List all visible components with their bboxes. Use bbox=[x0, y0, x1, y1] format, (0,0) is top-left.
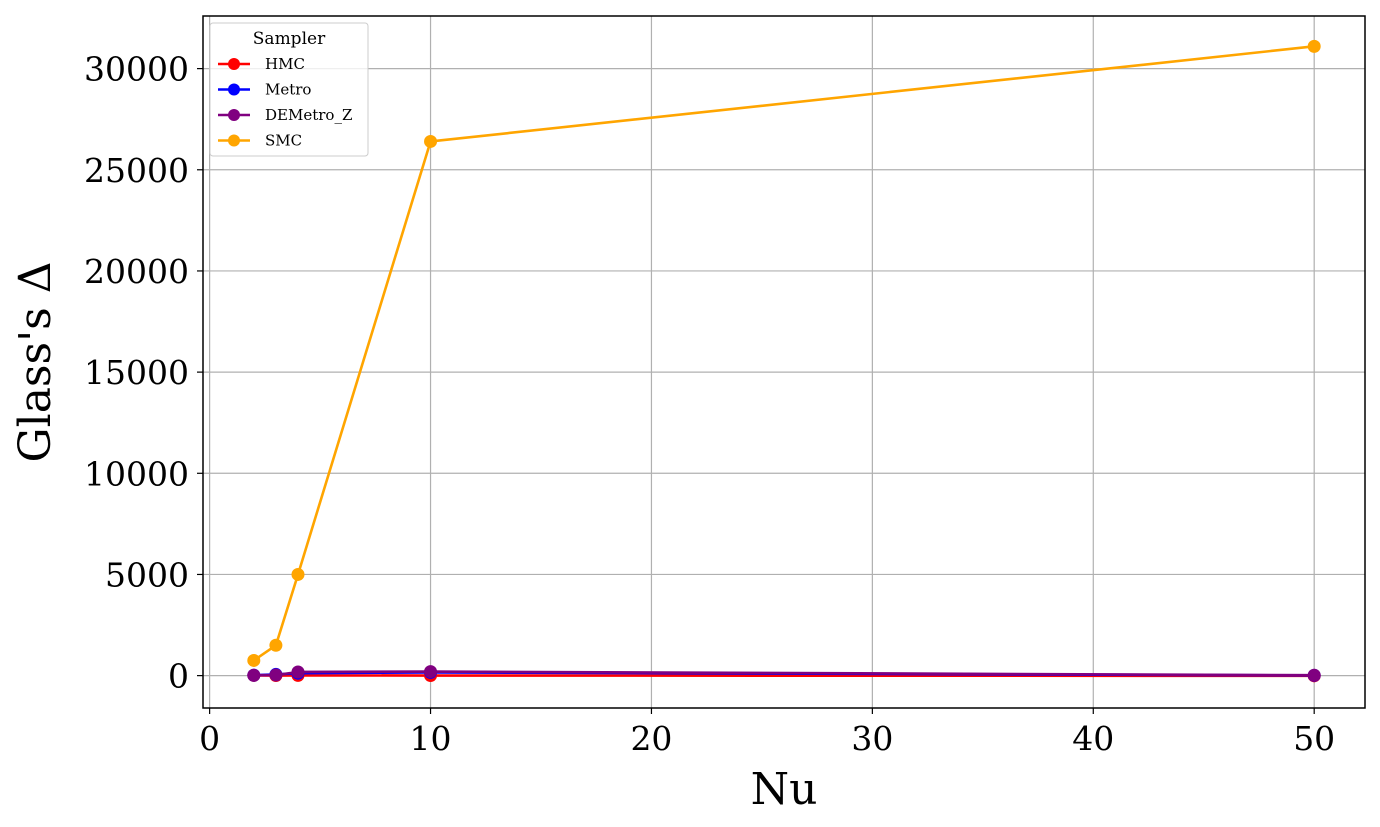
y-tick-label: 20000 bbox=[84, 252, 189, 291]
legend-items: HMC Metro DEMetro_Z SMC bbox=[218, 55, 352, 150]
data-point-demetro-z bbox=[424, 665, 438, 679]
x-tick-label: 40 bbox=[1072, 719, 1114, 758]
y-tick-label: 25000 bbox=[84, 151, 189, 190]
plot-area-frame bbox=[202, 15, 1366, 709]
grid bbox=[203, 16, 1365, 708]
x-tick-label: 10 bbox=[410, 719, 452, 758]
data-point-smc bbox=[291, 567, 305, 581]
data-point-demetro-z bbox=[1307, 668, 1321, 682]
legend-swatch-marker bbox=[228, 109, 240, 121]
data-point-smc bbox=[424, 134, 438, 148]
x-tick-label: 30 bbox=[851, 719, 893, 758]
legend-item-demetro-z: DEMetro_Z bbox=[218, 106, 352, 124]
legend-label: SMC bbox=[265, 132, 302, 150]
x-tick-label: 20 bbox=[630, 719, 672, 758]
data-point-demetro-z bbox=[247, 668, 261, 682]
legend-label: DEMetro_Z bbox=[265, 106, 352, 124]
legend-item-metro: Metro bbox=[218, 81, 311, 99]
x-tick-label: 50 bbox=[1293, 719, 1335, 758]
y-tick-label: 30000 bbox=[84, 50, 189, 89]
axis-ticks: 0 10 20 30 40 50 0 5000 10000 15000 20000 25000 3000… bbox=[84, 50, 1335, 758]
data-point-smc bbox=[269, 638, 283, 652]
y-axis-title: Glass's Δ bbox=[10, 261, 61, 462]
data-point-demetro-z bbox=[269, 668, 283, 682]
y-tick-label: 10000 bbox=[84, 454, 189, 493]
series-line-smc bbox=[253, 45, 1315, 662]
legend-item-smc: SMC bbox=[218, 132, 302, 150]
legend-swatch-marker bbox=[228, 83, 240, 96]
legend-box bbox=[209, 22, 369, 157]
data-point-smc bbox=[1307, 39, 1321, 53]
legend-title: Sampler bbox=[253, 29, 326, 49]
series-smc bbox=[247, 39, 1321, 667]
legend-swatch-marker bbox=[228, 58, 240, 70]
data-point-demetro-z bbox=[291, 665, 305, 679]
series-layer bbox=[247, 39, 1321, 683]
y-tick-label: 0 bbox=[168, 657, 189, 696]
legend: Sampler HMC Metro DEMetro_Z SMC bbox=[209, 22, 369, 157]
legend-label: HMC bbox=[265, 55, 305, 73]
x-tick-label: 0 bbox=[199, 719, 220, 758]
x-axis-title: Nu bbox=[751, 764, 818, 815]
legend-label: Metro bbox=[265, 81, 311, 99]
y-tick-label: 15000 bbox=[84, 353, 189, 392]
legend-swatch-marker bbox=[228, 134, 240, 147]
y-tick-label: 5000 bbox=[105, 555, 189, 594]
series-demetro-z bbox=[247, 665, 1321, 682]
legend-item-hmc: HMC bbox=[218, 55, 305, 73]
data-point-smc bbox=[247, 653, 261, 667]
